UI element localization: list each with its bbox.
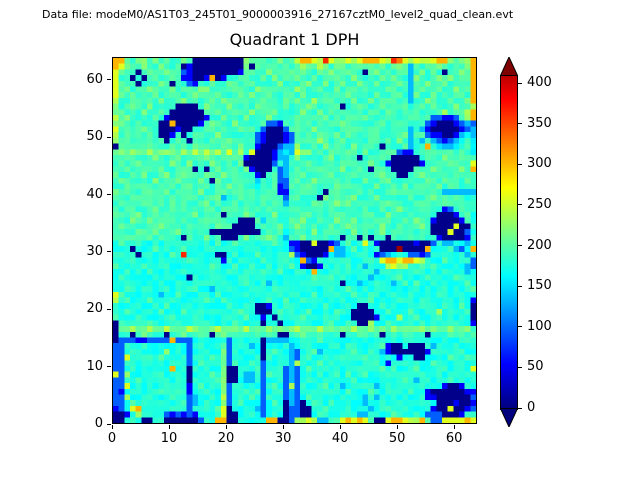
colorbar-tick-mark bbox=[518, 123, 522, 125]
x-tick-label: 40 bbox=[331, 431, 349, 446]
colorbar-gradient-canvas bbox=[501, 76, 517, 409]
colorbar-tick-label: 50 bbox=[527, 359, 544, 375]
x-tick-mark bbox=[225, 425, 227, 429]
plot-area bbox=[112, 57, 477, 424]
colorbar-tick-mark bbox=[518, 82, 522, 84]
y-tick-label: 0 bbox=[94, 416, 103, 431]
colorbar-tick-label: 400 bbox=[527, 75, 552, 91]
colorbar-tick-label: 350 bbox=[527, 115, 552, 131]
y-tick-mark bbox=[107, 251, 111, 253]
x-tick-label: 0 bbox=[107, 431, 117, 446]
chart-title: Quadrant 1 DPH bbox=[229, 30, 360, 49]
y-tick-mark bbox=[107, 79, 111, 81]
x-tick-label: 60 bbox=[445, 431, 463, 446]
x-tick-label: 10 bbox=[160, 431, 178, 446]
x-tick-mark bbox=[282, 425, 284, 429]
y-tick-label: 40 bbox=[86, 186, 103, 202]
y-tick-label: 30 bbox=[86, 243, 103, 259]
y-tick-mark bbox=[107, 308, 111, 310]
y-tick-label: 60 bbox=[86, 71, 103, 87]
colorbar-gradient bbox=[500, 75, 518, 410]
x-tick-label: 30 bbox=[274, 431, 292, 446]
x-tick-label: 20 bbox=[217, 431, 235, 446]
colorbar-tick-mark bbox=[518, 163, 522, 165]
y-tick-mark bbox=[107, 423, 111, 425]
x-tick-mark bbox=[453, 425, 455, 429]
colorbar-tick-mark bbox=[518, 204, 522, 206]
colorbar-extend-max-arrow bbox=[500, 57, 518, 76]
heatmap-canvas bbox=[113, 58, 476, 423]
colorbar-tick-label: 0 bbox=[527, 400, 536, 415]
colorbar-tick-label: 200 bbox=[527, 237, 552, 253]
colorbar-tick-label: 300 bbox=[527, 156, 552, 172]
colorbar-tick-mark bbox=[518, 285, 522, 287]
colorbar-tick-mark bbox=[518, 326, 522, 328]
colorbar-tick-mark bbox=[518, 407, 522, 409]
colorbar-tick-mark bbox=[518, 366, 522, 368]
colorbar-extend-min-arrow bbox=[500, 408, 518, 427]
y-tick-mark bbox=[107, 366, 111, 368]
y-tick-mark bbox=[107, 136, 111, 138]
x-tick-mark bbox=[339, 425, 341, 429]
data-file-label: Data file: modeM0/AS1T03_245T01_90000039… bbox=[42, 8, 514, 21]
colorbar-tick-label: 100 bbox=[527, 318, 552, 334]
colorbar-tick-mark bbox=[518, 245, 522, 247]
x-tick-label: 50 bbox=[388, 431, 406, 446]
y-tick-label: 20 bbox=[86, 301, 103, 317]
y-tick-label: 50 bbox=[86, 129, 103, 145]
colorbar-tick-label: 150 bbox=[527, 278, 552, 294]
y-tick-label: 10 bbox=[86, 358, 103, 374]
colorbar-tick-label: 250 bbox=[527, 196, 552, 212]
x-tick-mark bbox=[111, 425, 113, 429]
x-tick-mark bbox=[396, 425, 398, 429]
y-tick-mark bbox=[107, 194, 111, 196]
x-tick-mark bbox=[168, 425, 170, 429]
